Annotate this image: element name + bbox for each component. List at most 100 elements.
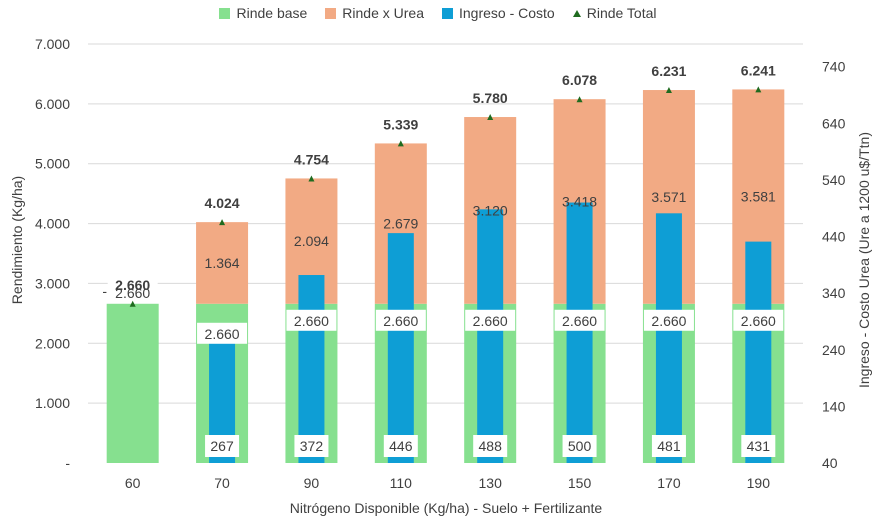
legend-item-ingreso-costo: Ingreso - Costo (442, 5, 555, 21)
data-label-ingreso-costo: 267 (210, 438, 234, 454)
bar-ingreso-costo (566, 202, 593, 464)
marker-rinde-total (129, 300, 136, 307)
label-box-ingreso-costo (383, 435, 418, 457)
legend-item-rinde-x-urea: Rinde x Urea (325, 5, 424, 21)
y-tick-label: - (65, 455, 70, 471)
marker-rinde-total (755, 86, 762, 93)
legend-label-rinde-total: Rinde Total (586, 5, 657, 21)
legend: Rinde base Rinde x Urea Ingreso - Costo … (0, 5, 876, 21)
x-tick-label: 90 (304, 475, 320, 491)
label-box-ingreso-costo (741, 435, 776, 457)
legend-label-rinde-base: Rinde base (236, 5, 308, 21)
y-tick-label: 2.000 (35, 335, 70, 351)
data-label-rinde-base: 2.660 (115, 285, 150, 301)
label-box-rinde-base (465, 309, 516, 331)
marker-rinde-total (665, 87, 672, 94)
label-box-rinde-base (643, 309, 694, 331)
data-label-rinde-base: 2.660 (294, 313, 329, 329)
bar-ingreso-costo (655, 213, 682, 463)
x-tick-label: 190 (747, 475, 771, 491)
y-tick-label: 4.000 (35, 216, 70, 232)
marker-rinde-total (576, 96, 583, 103)
x-tick-label: 70 (214, 475, 230, 491)
x-tick-label: 110 (390, 475, 413, 491)
data-label-rinde-base: 2.660 (383, 313, 418, 329)
marker-rinde-total (308, 175, 315, 182)
y2-tick-label: 640 (822, 115, 846, 131)
label-box-ingreso-costo (651, 435, 686, 457)
label-box-ingreso-costo (294, 435, 329, 457)
legend-swatch-rinde-base (219, 7, 231, 19)
legend-swatch-ingreso-costo (442, 7, 453, 19)
data-label-rinde-x-urea: 3.571 (651, 189, 686, 205)
x-tick-label: 130 (479, 475, 503, 491)
label-box-rinde-base (286, 309, 337, 331)
legend-label-rinde-x-urea: Rinde x Urea (342, 5, 424, 21)
data-label-ingreso-costo: 488 (479, 438, 503, 454)
y2-tick-label: 540 (822, 172, 846, 188)
y-axis-title: Rendimiento (Kg/ha) (9, 175, 25, 305)
data-label-ingreso-costo: 481 (657, 438, 681, 454)
data-label-ingreso-costo: 372 (300, 438, 324, 454)
y-tick-label: 5.000 (35, 156, 70, 172)
label-box-ingreso-costo (205, 435, 240, 457)
legend-marker-rinde-total (572, 9, 581, 17)
label-box-ingreso-costo (562, 435, 597, 457)
label-box-ingreso-costo (473, 435, 508, 457)
marker-rinde-total (487, 114, 494, 121)
y2-axis-title: Ingreso - Costo Urea (Ure a 1200 u$/Ttn) (856, 131, 872, 389)
legend-item-rinde-total: Rinde Total (572, 5, 657, 21)
data-label-rinde-x-urea: 1.364 (205, 255, 240, 271)
data-label-rinde-total: 5.780 (473, 90, 508, 106)
legend-label-ingreso-costo: Ingreso - Costo (459, 5, 555, 21)
bar-ingreso-costo (745, 241, 772, 463)
data-label-rinde-base: 2.660 (741, 313, 776, 329)
legend-item-rinde-base: Rinde base (219, 5, 307, 21)
x-axis-title: Nitrógeno Disponible (Kg/ha) - Suelo + F… (289, 500, 603, 516)
bar-ingreso-costo (298, 275, 325, 463)
marker-rinde-total (219, 219, 226, 226)
y2-tick-label: 740 (822, 59, 846, 75)
data-label-rinde-total: 6.241 (741, 62, 776, 78)
marker-rinde-total (397, 140, 404, 147)
y2-tick-label: 340 (822, 285, 846, 301)
data-label-rinde-x-urea: - (102, 283, 107, 299)
label-box-rinde-base (107, 281, 158, 303)
label-box-rinde-base (375, 309, 426, 331)
bar-rinde-base (106, 303, 159, 463)
data-label-ingreso-costo: 500 (568, 438, 592, 454)
data-label-rinde-total: 2.660 (115, 277, 150, 293)
x-tick-label: 170 (657, 475, 681, 491)
label-box-rinde-base (554, 309, 605, 331)
data-label-rinde-x-urea: 2.094 (294, 233, 329, 249)
bar-ingreso-costo (477, 209, 504, 463)
bar-ingreso-costo (387, 233, 414, 463)
data-label-rinde-x-urea: 3.418 (562, 193, 597, 209)
data-label-rinde-base: 2.660 (651, 313, 686, 329)
bar-rinde-x-urea (196, 222, 249, 304)
x-tick-label: 60 (125, 475, 141, 491)
y-tick-label: 6.000 (35, 96, 70, 112)
data-label-rinde-base: 2.660 (473, 313, 508, 329)
y2-tick-label: 40 (822, 455, 838, 471)
data-label-rinde-x-urea: 3.120 (473, 202, 508, 218)
data-label-rinde-x-urea: 2.679 (383, 216, 418, 232)
y2-tick-label: 440 (822, 229, 846, 245)
y-tick-label: 7.000 (35, 36, 70, 52)
data-label-ingreso-costo: 431 (747, 438, 771, 454)
legend-swatch-rinde-x-urea (325, 7, 337, 19)
data-label-rinde-total: 6.078 (562, 72, 597, 88)
data-label-rinde-x-urea: 3.581 (741, 189, 776, 205)
label-box-rinde-base (197, 322, 248, 344)
y-tick-label: 1.000 (35, 395, 70, 411)
y2-tick-label: 140 (822, 398, 846, 414)
data-label-ingreso-costo: 446 (389, 438, 413, 454)
y2-tick-label: 240 (822, 342, 846, 358)
label-box-rinde-base (733, 309, 784, 331)
data-label-rinde-total: 5.339 (383, 116, 418, 132)
data-label-rinde-base: 2.660 (562, 313, 597, 329)
x-tick-label: 150 (568, 475, 592, 491)
data-label-rinde-total: 6.231 (651, 63, 686, 79)
y-tick-label: 3.000 (35, 275, 70, 291)
